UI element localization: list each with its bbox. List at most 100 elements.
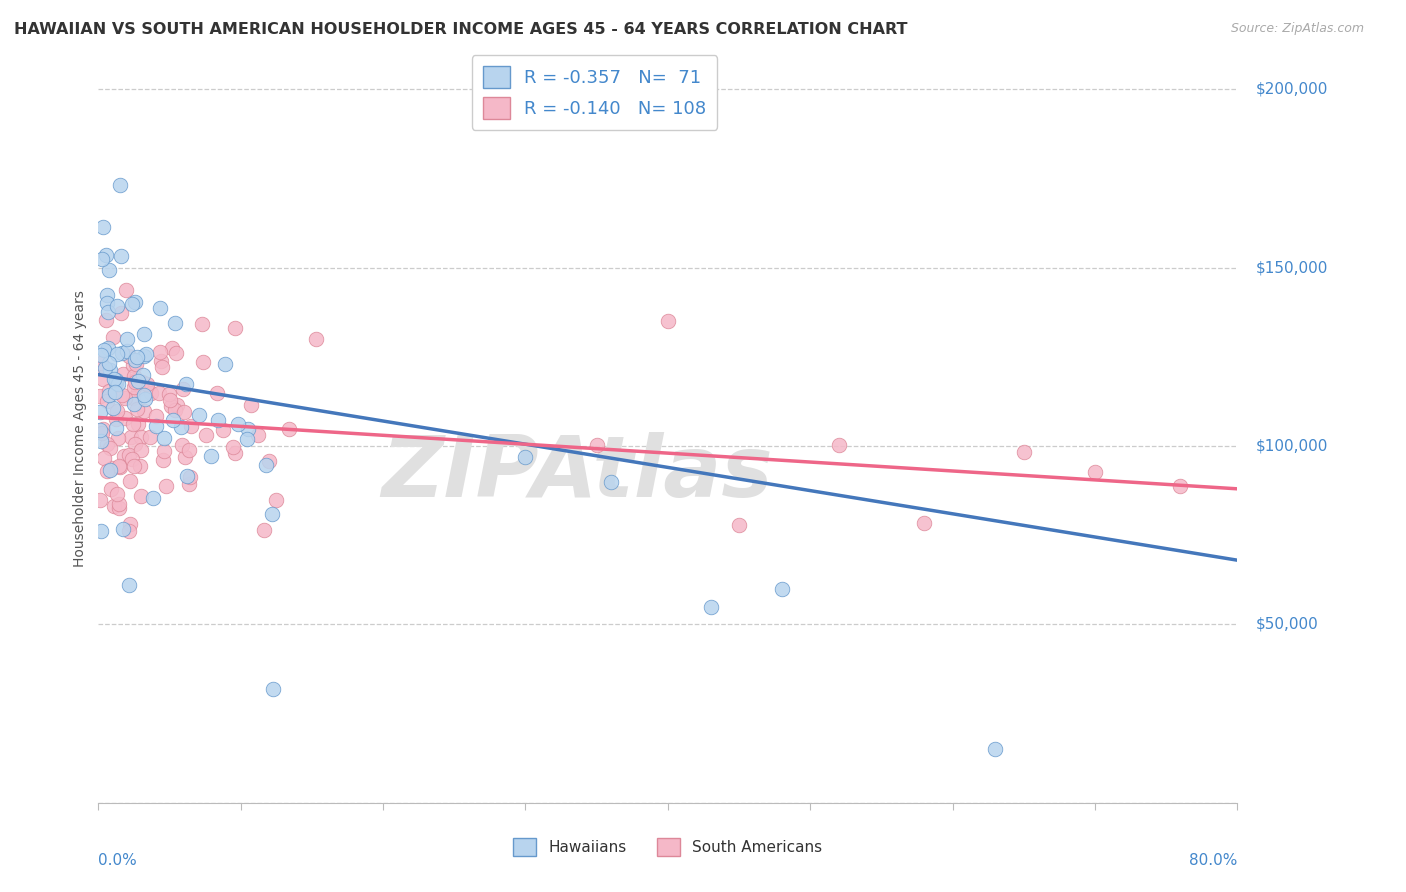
Point xyxy=(90,356,112,370)
Point xyxy=(828,438,851,452)
Point xyxy=(129,489,152,503)
Point xyxy=(91,220,114,235)
Point xyxy=(105,376,128,391)
Text: ZIPAtlas: ZIPAtlas xyxy=(381,432,772,515)
Point xyxy=(132,387,155,401)
Point xyxy=(1012,445,1035,459)
Point xyxy=(112,449,135,463)
Point xyxy=(165,346,187,360)
Point xyxy=(134,349,156,363)
Point xyxy=(124,353,146,368)
Point xyxy=(149,344,172,359)
Text: $200,000: $200,000 xyxy=(1256,82,1329,96)
Point xyxy=(179,443,201,458)
Point xyxy=(117,332,139,346)
Point xyxy=(112,368,135,382)
Point xyxy=(135,377,157,392)
Point xyxy=(105,404,128,418)
Point xyxy=(118,474,141,488)
Point xyxy=(127,351,149,365)
Text: $150,000: $150,000 xyxy=(1256,260,1329,275)
Point xyxy=(194,428,217,442)
Point xyxy=(94,248,117,262)
Point xyxy=(200,449,222,463)
Point xyxy=(153,444,176,458)
Point xyxy=(138,430,160,444)
Point xyxy=(238,422,260,436)
Point xyxy=(110,248,132,262)
Point xyxy=(1170,479,1192,493)
Point xyxy=(254,458,277,473)
Point xyxy=(134,392,156,407)
Point xyxy=(118,349,141,363)
Text: $50,000: $50,000 xyxy=(1256,617,1319,632)
Point xyxy=(176,469,198,483)
Point xyxy=(97,384,120,398)
Point xyxy=(94,361,117,376)
Point xyxy=(585,437,607,451)
Point xyxy=(145,418,167,433)
Point xyxy=(111,522,134,536)
Point xyxy=(1084,465,1107,479)
Point xyxy=(96,288,118,302)
Point xyxy=(159,392,181,407)
Y-axis label: Householder Income Ages 45 - 64 years: Householder Income Ages 45 - 64 years xyxy=(73,290,87,566)
Point xyxy=(121,417,143,431)
Text: Source: ZipAtlas.com: Source: ZipAtlas.com xyxy=(1230,22,1364,36)
Point xyxy=(984,742,1007,756)
Point xyxy=(124,437,146,451)
Point xyxy=(278,421,301,435)
Point xyxy=(108,458,131,473)
Point xyxy=(122,369,145,384)
Point xyxy=(121,452,143,467)
Point xyxy=(90,252,112,267)
Point xyxy=(93,451,115,466)
Point xyxy=(90,426,112,441)
Point xyxy=(91,361,114,376)
Point xyxy=(90,434,112,448)
Point xyxy=(148,386,170,401)
Point xyxy=(124,380,146,394)
Point xyxy=(107,497,129,511)
Point xyxy=(135,347,157,361)
Point xyxy=(118,448,141,462)
Point xyxy=(124,373,146,387)
Point xyxy=(107,376,129,391)
Point xyxy=(262,507,284,521)
Point xyxy=(170,438,193,452)
Point xyxy=(105,487,128,501)
Point xyxy=(91,422,114,436)
Point xyxy=(98,356,121,370)
Point xyxy=(214,357,236,371)
Point xyxy=(166,398,188,412)
Point xyxy=(104,373,127,387)
Point xyxy=(89,405,111,419)
Point xyxy=(89,423,111,437)
Point xyxy=(90,348,112,362)
Point xyxy=(257,453,280,467)
Point xyxy=(124,294,146,309)
Point xyxy=(160,341,183,355)
Point xyxy=(129,459,152,474)
Point xyxy=(173,405,195,419)
Point xyxy=(127,374,149,388)
Point xyxy=(132,404,155,418)
Point xyxy=(101,460,124,475)
Point xyxy=(600,475,623,489)
Point xyxy=(264,492,287,507)
Point xyxy=(108,460,131,475)
Point xyxy=(104,385,127,400)
Point xyxy=(152,453,174,467)
Point xyxy=(122,358,145,372)
Point xyxy=(912,516,935,530)
Point xyxy=(224,446,246,460)
Point xyxy=(165,316,187,330)
Point xyxy=(125,357,148,371)
Point xyxy=(125,402,148,417)
Point xyxy=(120,516,142,531)
Point xyxy=(103,372,125,386)
Point xyxy=(114,392,136,406)
Point xyxy=(728,518,751,533)
Point xyxy=(157,386,180,401)
Point xyxy=(170,420,193,434)
